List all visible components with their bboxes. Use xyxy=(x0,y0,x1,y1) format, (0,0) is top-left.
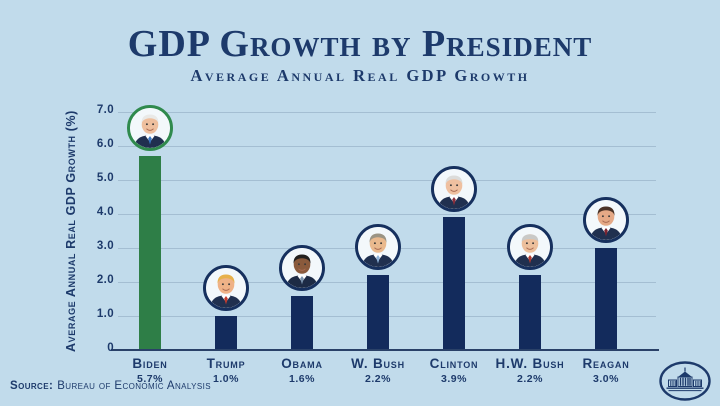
bar-column: Reagan 3.0% xyxy=(568,112,644,385)
president-portrait xyxy=(507,224,553,271)
y-tick-label: 4.0 xyxy=(96,206,114,218)
gridline xyxy=(118,179,656,181)
y-tick-label: 3.0 xyxy=(96,240,114,252)
president-name-label: Clinton xyxy=(429,356,479,371)
president-value-label: 2.2% xyxy=(517,373,543,385)
president-face xyxy=(510,227,550,268)
bar xyxy=(291,295,313,350)
president-value-label: 5.7% xyxy=(137,373,163,385)
source-text: Bureau of Economic Analysis xyxy=(57,380,211,392)
white-house-seal-icon xyxy=(659,361,711,401)
president-portrait xyxy=(355,224,401,271)
x-axis-line xyxy=(111,349,659,351)
y-tick-label: 0 xyxy=(107,342,114,354)
plot-area: Biden 5.7% Trump 1.0% Obama 1.6% W. Bush 2.2% Cl… xyxy=(118,105,656,385)
president-name-label: H.W. Bush xyxy=(495,356,565,371)
bar-column: H.W. Bush 2.2% xyxy=(492,112,568,385)
president-value-label: 3.0% xyxy=(593,373,619,385)
y-tick-label: 6.0 xyxy=(96,138,114,150)
president-face xyxy=(358,227,398,268)
president-name-label: Obama xyxy=(281,356,323,371)
page-subtitle: Average Annual Real GDP Growth xyxy=(190,66,530,85)
y-tick-label: 1.0 xyxy=(96,308,114,320)
bar-column: Trump 1.0% xyxy=(188,112,264,385)
bar xyxy=(139,156,161,350)
president-name-label: Trump xyxy=(206,356,246,371)
president-name-label: W. Bush xyxy=(351,356,405,371)
president-value-label: 2.2% xyxy=(365,373,391,385)
president-face xyxy=(586,200,626,240)
president-portrait xyxy=(127,105,173,152)
page-title: GDP Growth by President xyxy=(127,23,593,65)
bar-column: W. Bush 2.2% xyxy=(340,112,416,385)
president-portrait xyxy=(279,244,325,291)
bar-column: Obama 1.6% xyxy=(264,112,340,385)
president-portrait xyxy=(583,197,629,243)
y-tick-label: 2.0 xyxy=(96,274,114,286)
bar xyxy=(519,275,541,350)
president-portrait xyxy=(203,265,249,311)
president-value-label: 1.0% xyxy=(213,373,239,385)
gridline xyxy=(118,111,656,113)
president-face xyxy=(206,268,246,308)
y-tick-label: 5.0 xyxy=(96,172,114,184)
bar xyxy=(443,217,465,350)
bar-column: Clinton 3.9% xyxy=(416,112,492,385)
source-label: Source: xyxy=(10,380,54,392)
gridline xyxy=(118,213,656,215)
president-face xyxy=(282,247,322,288)
bar xyxy=(367,275,389,350)
source-note: Source: Bureau of Economic Analysis xyxy=(10,380,211,392)
bar xyxy=(595,248,617,350)
president-name-label: Reagan xyxy=(582,356,630,371)
y-tick-label: 7.0 xyxy=(96,104,114,116)
bar-column: Biden 5.7% xyxy=(112,105,188,385)
president-value-label: 3.9% xyxy=(441,373,467,385)
bar xyxy=(215,316,237,350)
president-face xyxy=(434,169,474,210)
president-portrait xyxy=(431,166,477,213)
president-name-label: Biden xyxy=(132,356,168,371)
president-value-label: 1.6% xyxy=(289,373,315,385)
gridline xyxy=(118,145,656,147)
president-face xyxy=(130,108,170,149)
